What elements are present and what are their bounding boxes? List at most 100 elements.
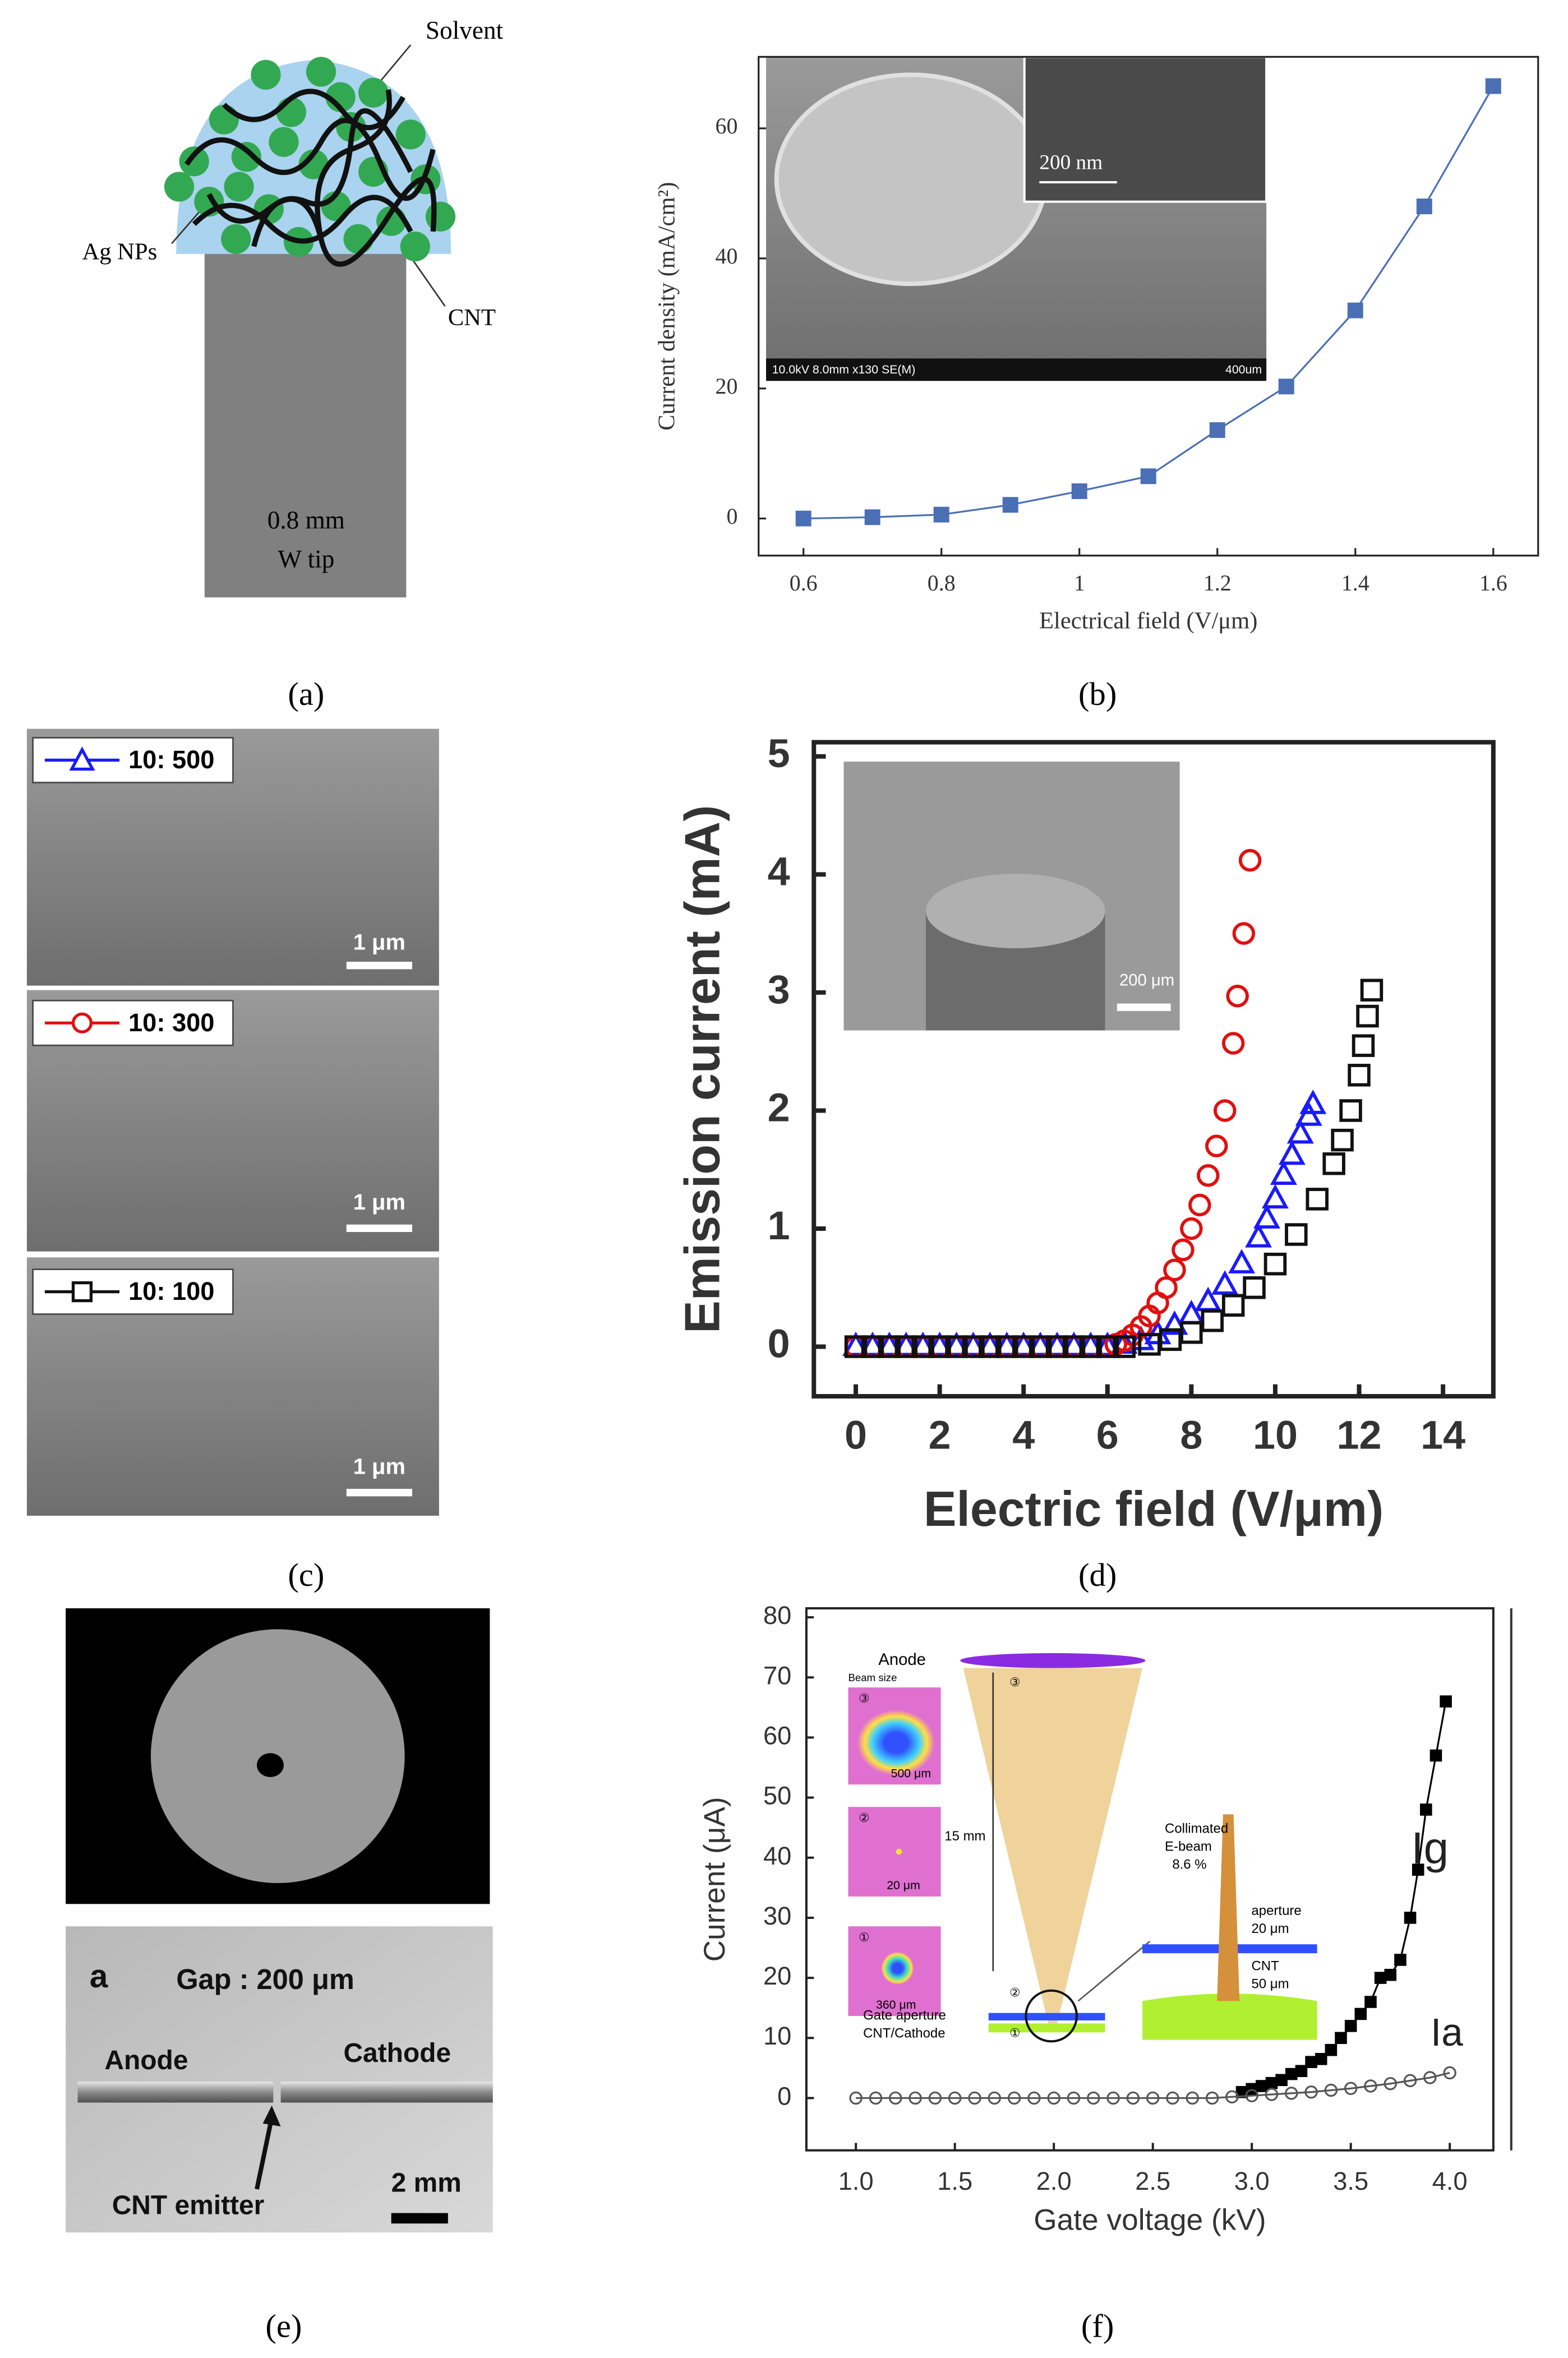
marker [1285, 2087, 1298, 2100]
marker [911, 1335, 934, 1358]
marker [1243, 1276, 1266, 1299]
marker [1087, 2091, 1100, 2105]
nanoparticle [224, 172, 254, 202]
marker [1440, 1695, 1452, 1708]
x-tick-label: 1.0 [838, 2167, 874, 2195]
marker [892, 1331, 920, 1356]
cnt-strand [222, 89, 406, 131]
marker [1232, 922, 1256, 945]
sem-tip [774, 72, 1048, 287]
cnt-strand [206, 176, 437, 267]
annotation: 200 μm [1119, 971, 1174, 989]
marker [1225, 2090, 1239, 2104]
marker [1094, 1331, 1121, 1356]
chart: 0.6 0.8 1 1.2 1.4 1.6 0 20 40 60 Electrical field … [654, 56, 1539, 634]
nanoparticle [395, 119, 426, 150]
marker [1140, 468, 1156, 484]
annotation: aperture [1251, 1903, 1301, 1918]
legend-marker [69, 746, 95, 771]
marker [1383, 2077, 1398, 2091]
y-axis-label: Emission current (mA) [675, 805, 730, 1333]
marker [993, 1331, 1021, 1356]
y-tick-label: 20 [763, 1962, 791, 1990]
y-axis-label: Current (μA) [698, 1797, 731, 1962]
marker [1047, 2091, 1060, 2105]
marker [1348, 1064, 1371, 1087]
marker [1027, 1331, 1054, 1356]
annotation: 400um [1225, 363, 1262, 376]
annotation: ③ [1009, 1676, 1020, 1689]
y-tick-label: 40 [763, 1842, 791, 1870]
marker [1322, 1152, 1345, 1175]
x-tick-label: 2.0 [1036, 2167, 1072, 2195]
legend-marker [71, 1012, 93, 1033]
marker [1324, 2083, 1338, 2097]
cnt-strand [251, 108, 413, 247]
marker [1347, 302, 1363, 319]
series-label: Ig [1411, 1823, 1449, 1873]
marker [1007, 2091, 1021, 2105]
caption: (b) [1078, 676, 1117, 712]
gate-aperture [988, 2013, 1105, 2021]
marker [1010, 1331, 1037, 1356]
marker [1339, 1099, 1362, 1122]
marker [1166, 2091, 1179, 2105]
scale-label: 1 μm [353, 930, 405, 955]
cnt-base [1142, 1994, 1317, 2040]
label: 0.8 mm [268, 506, 345, 534]
marker [1180, 1321, 1203, 1344]
x-tick-label: 14 [1421, 1413, 1465, 1457]
caption: (e) [265, 2308, 302, 2345]
annotation: Beam size [848, 1672, 897, 1683]
cnt-strand [315, 89, 392, 240]
marker [1155, 1276, 1178, 1299]
marker [842, 1331, 870, 1356]
marker [795, 510, 811, 527]
annotation: ② [859, 1811, 869, 1825]
marker [1077, 1331, 1104, 1356]
beam-spot [896, 1848, 902, 1855]
marker [928, 1335, 951, 1358]
y-tick-label: 0 [768, 1322, 790, 1367]
marker [908, 2091, 922, 2105]
x-tick-label: 1.4 [1341, 570, 1369, 596]
annotation: 20 μm [1251, 1921, 1289, 1936]
x-tick-label: 10 [1253, 1413, 1298, 1457]
marker [1286, 1119, 1314, 1144]
label: Ag NPs [82, 239, 157, 265]
marker [1429, 1749, 1442, 1762]
x-tick-label: 12 [1337, 1413, 1382, 1457]
marker [1029, 1335, 1052, 1358]
marker [1180, 1217, 1203, 1240]
x-tick-label: 3.0 [1234, 2167, 1270, 2195]
x-tick-label: 2.5 [1135, 2167, 1170, 2195]
annotation: Gate aperture [863, 2008, 946, 2023]
y-tick-label: 3 [768, 967, 790, 1012]
marker [1221, 1032, 1245, 1055]
plot-frame [811, 740, 1496, 1399]
annotation: ② [1009, 1986, 1020, 2000]
marker [1172, 1238, 1195, 1262]
marker [1044, 1331, 1071, 1356]
marker [1485, 78, 1501, 94]
x-axis-label: Electric field (V/μm) [924, 1481, 1383, 1536]
label: Gap : 200 μm [176, 1963, 354, 1995]
marker [948, 2091, 962, 2105]
nanoparticle [276, 97, 306, 127]
marker [1226, 985, 1249, 1008]
x-tick-label: 1.5 [937, 2167, 972, 2195]
marker [1027, 2091, 1041, 2105]
annotation: 20 μm [887, 1879, 920, 1892]
marker [1228, 1249, 1256, 1273]
marker [1062, 1335, 1086, 1358]
marker [1113, 1335, 1136, 1358]
marker [1126, 2091, 1140, 2105]
label: CNT [448, 304, 496, 331]
anode-plate [960, 1653, 1146, 1668]
legend-label: 10: 100 [128, 1277, 214, 1305]
marker [1344, 2082, 1358, 2096]
sem-tip-top [925, 873, 1105, 949]
x-tick-label: 2 [929, 1413, 951, 1457]
annotation: 8.6 % [1172, 1857, 1206, 1872]
